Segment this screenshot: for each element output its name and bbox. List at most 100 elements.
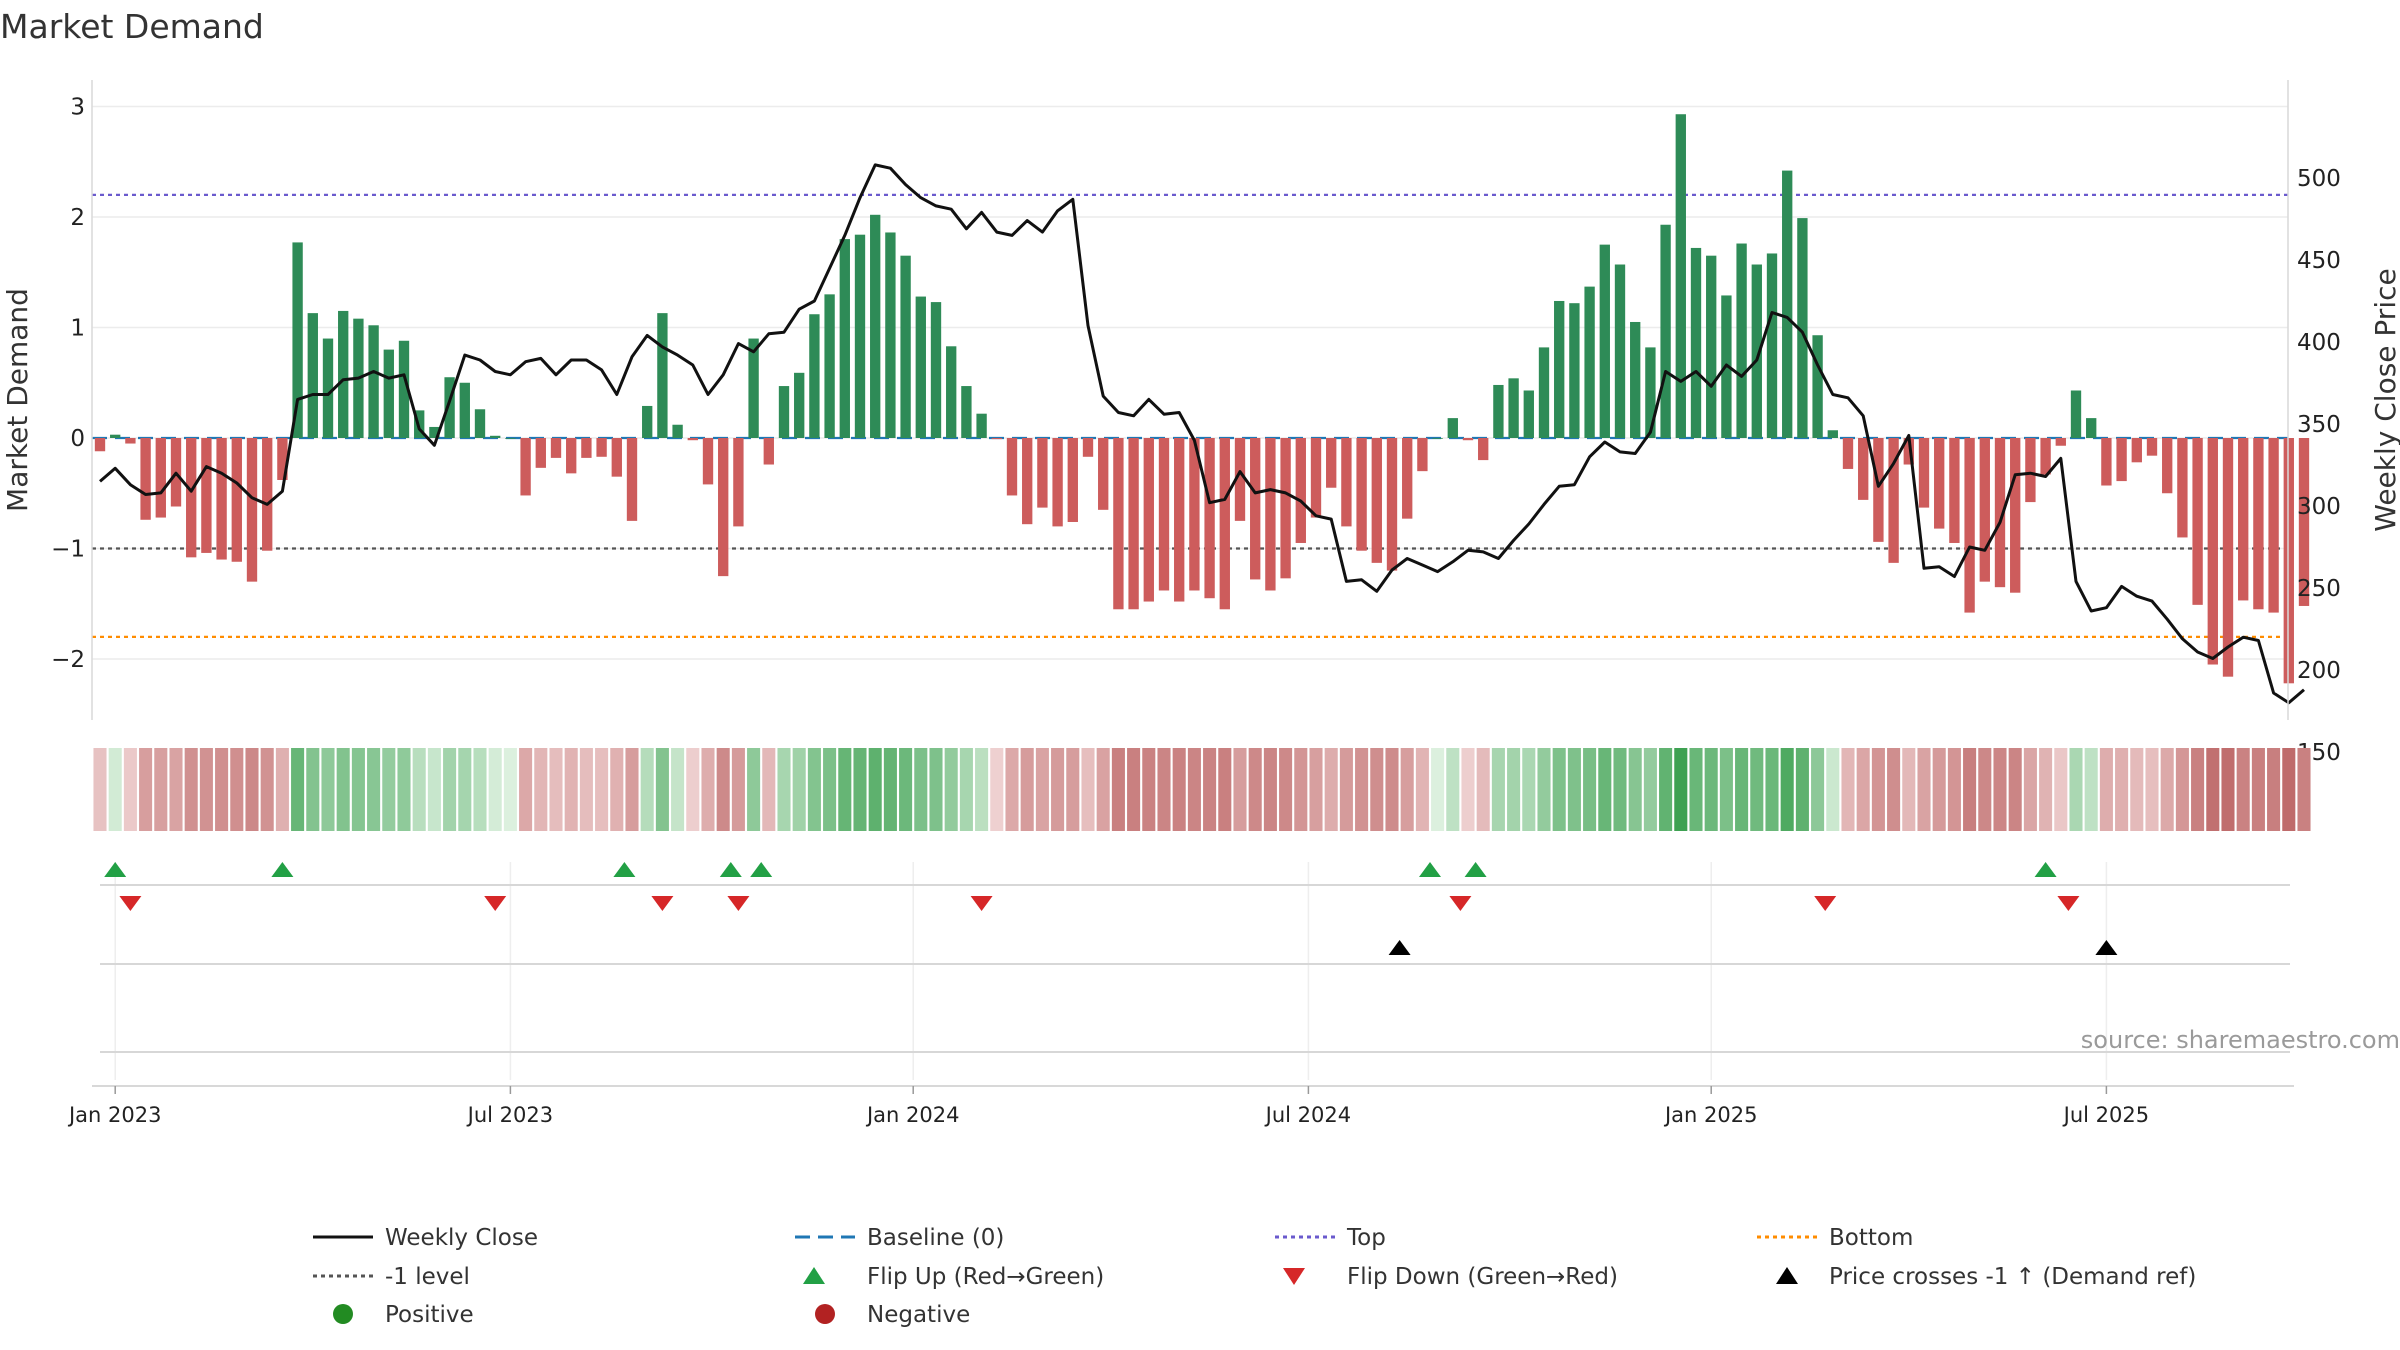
heatmap-cell-104 [1674,748,1688,831]
heatmap-cell-61 [1020,748,1034,831]
demand-bar-62 [1037,438,1048,508]
legend-label-weekly-close: Weekly Close [385,1225,538,1251]
left-y-axis-label: Market Demand [1,288,34,512]
heatmap-cell-66 [1096,748,1110,831]
demand-bar-93 [1508,378,1519,438]
demand-bar-102 [1645,347,1656,438]
demand-bar-129 [2055,438,2066,446]
demand-bar-61 [1022,438,1033,525]
demand-bar-22 [429,426,440,438]
demand-bar-34 [611,438,622,477]
flip-up-marker [2034,862,2057,877]
price-cross-marker [1388,940,1411,955]
heatmap-cell-115 [1841,748,1855,831]
legend-key-negative [815,1304,835,1324]
heatmap-cell-38 [671,748,685,831]
heatmap-cell-67 [1111,748,1125,831]
heatmap-cell-63 [1051,748,1065,831]
demand-bar-135 [2146,438,2158,456]
signal-panel: Jan 2023 Jul 2023 Jan 2024 Jul 2024 Jan 2025… [67,862,2400,1127]
heatmap-cell-132 [2099,748,2113,831]
demand-bar-98 [1584,286,1595,439]
heatmap-cell-110 [1765,748,1779,831]
heatmap-cell-143 [2267,748,2281,831]
heatmap-cell-27 [503,748,517,831]
heatmap-cell-16 [336,748,350,831]
y-tick-label: 3 [70,95,85,121]
left-y-ticks: −2 −1 0 1 2 3 [51,95,85,674]
demand-bar-4 [155,438,166,518]
heatmap-cell-21 [412,748,426,831]
y2-tick-label: 200 [2297,658,2341,684]
heatmap-cell-48 [823,748,837,831]
heatmap-cell-54 [914,748,928,831]
demand-bar-121 [1934,438,1945,529]
demand-bar-95 [1538,347,1550,438]
legend-item-flip-down: Flip Down (Green→Red) [1283,1264,1618,1290]
heatmap-cell-124 [1978,748,1992,831]
heatmap-cell-142 [2251,748,2265,831]
demand-bar-2 [125,438,136,444]
heatmap-cell-119 [1902,748,1916,831]
demand-bar-80 [1310,438,1322,518]
flip-up-marker [1464,862,1487,877]
demand-bar-11 [262,438,273,551]
demand-bar-53 [900,255,911,438]
legend-label-bottom: Bottom [1829,1225,1913,1251]
heatmap-cell-136 [2160,748,2174,831]
y-tick-label: 2 [70,205,85,231]
heatmap-cell-80 [1309,748,1323,831]
flip-down-marker [2057,896,2080,911]
heatmap-cell-62 [1035,748,1049,831]
demand-bar-52 [885,232,896,438]
demand-bar-68 [1128,438,1139,610]
demand-bar-8 [216,438,227,560]
demand-bar-14 [307,313,318,438]
heatmap-cell-131 [2084,748,2098,831]
demand-bar-137 [2177,438,2188,538]
heatmap-cell-139 [2206,748,2220,831]
heatmap-cell-52 [883,748,897,831]
heatmap-cell-87 [1415,748,1429,831]
heatmap-cell-39 [686,748,700,831]
legend-item-positive: Positive [333,1302,474,1328]
demand-bar-120 [1918,438,1930,508]
demand-bar-75 [1234,438,1246,521]
heatmap-cell-33 [595,748,609,831]
heatmap-cell-11 [260,748,274,831]
heatmap-cell-41 [716,748,730,831]
demand-bar-142 [2253,438,2264,610]
demand-bar-124 [1979,438,1990,582]
demand-bar-85 [1386,438,1398,571]
demand-bar-141 [2238,438,2249,601]
heatmap-cell-137 [2175,748,2189,831]
heatmap-cell-19 [382,748,396,831]
flip-up-marker [719,862,742,877]
demand-bar-78 [1280,438,1291,579]
price-cross-marker [2095,940,2118,955]
demand-bar-50 [854,234,866,438]
heatmap-cell-12 [275,748,289,831]
flip-down-marker [119,896,142,911]
heatmap-cell-60 [1005,748,1019,831]
demand-bar-10 [246,438,258,582]
heatmap-cell-4 [154,748,168,831]
legend-key-price-cross [1776,1267,1798,1284]
demand-bar-27 [505,438,516,439]
y2-tick-label: 350 [2297,412,2341,438]
demand-bar-144 [2283,438,2294,684]
demand-bar-71 [1174,438,1185,602]
demand-bar-26 [490,435,501,438]
y2-tick-label: 400 [2297,330,2341,356]
heatmap-cell-76 [1248,748,1262,831]
heatmap-cell-97 [1567,748,1581,831]
heatmap-cell-140 [2221,748,2235,831]
heatmap-cell-20 [397,748,411,831]
demand-bar-125 [1994,438,2006,588]
demand-bar-20 [398,340,410,438]
y-tick-label: 1 [70,316,85,342]
heatmap-cell-96 [1552,748,1566,831]
legend-key-flip-down [1283,1268,1305,1285]
heatmap-cell-111 [1780,748,1794,831]
